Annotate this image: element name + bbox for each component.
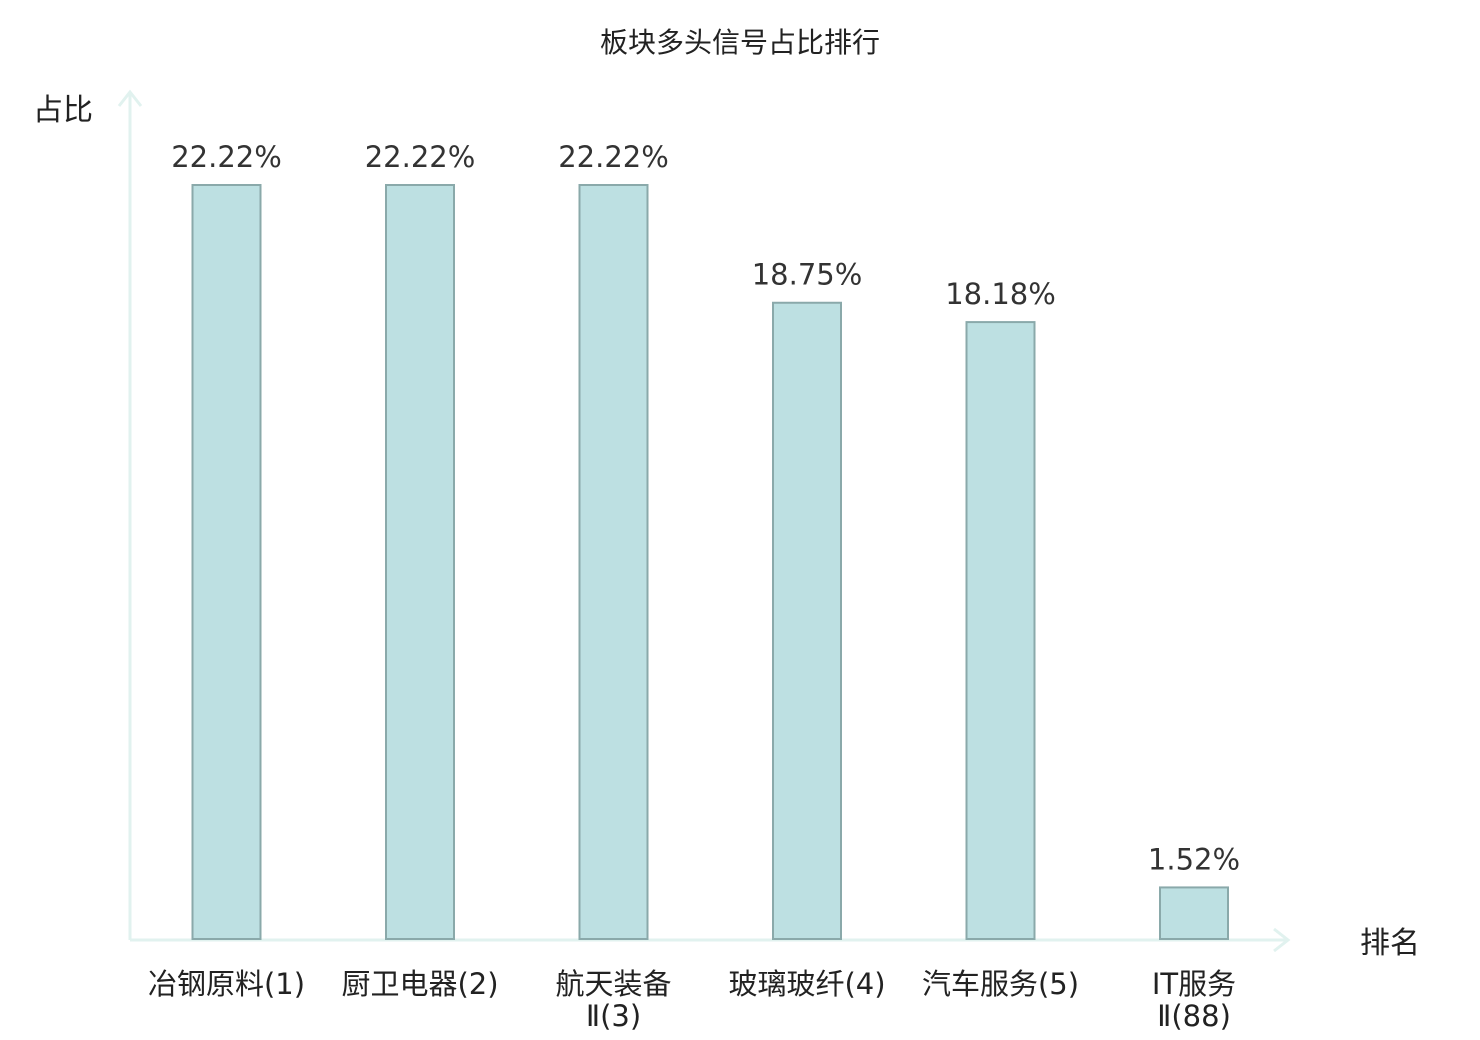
value-labels-group: 22.22% 22.22% 22.22% 18.75% 18.18% 1.52% [171,140,1240,876]
bar-1 [191,184,262,940]
y-axis-arrow [117,89,143,107]
category-label-line: 厨卫电器(2) [341,967,498,1001]
bar-4 [772,301,842,940]
value-label-6: 1.52% [1148,842,1240,876]
category-label-line: Ⅱ(88) [1157,999,1231,1033]
value-label-2: 22.22% [365,140,476,174]
category-label-1: 冶钢原料(1) [148,967,305,1001]
value-label-4: 18.75% [752,258,863,292]
category-label-line: IT服务 [1152,967,1236,1001]
category-label-3: 航天装备 Ⅱ(3) [555,967,671,1033]
bar-6 [1159,886,1229,941]
category-label-4: 玻璃玻纤(4) [728,967,885,1001]
x-axis-arrow [1273,927,1291,953]
category-label-2: 厨卫电器(2) [341,967,498,1001]
category-label-line: Ⅱ(3) [586,999,641,1033]
bar-3 [578,184,649,940]
x-axis [130,927,1291,953]
category-label-line: 冶钢原料(1) [148,967,305,1001]
category-label-6: IT服务 Ⅱ(88) [1152,967,1236,1033]
x-axis-label: 排名 [1360,926,1420,961]
value-label-1: 22.22% [171,140,282,174]
y-axis [117,89,143,940]
category-labels-group: 冶钢原料(1) 厨卫电器(2) 航天装备 Ⅱ(3) 玻璃玻纤(4) 汽车服务(5) IT服务… [148,967,1236,1033]
category-label-line: 汽车服务(5) [922,967,1079,1001]
value-label-5: 18.18% [945,277,1056,311]
category-label-line: 玻璃玻纤(4) [728,967,885,1001]
bar-2 [385,184,455,940]
y-axis-label: 占比 [33,93,93,128]
chart-title: 板块多头信号占比排行 [600,26,880,59]
category-label-5: 汽车服务(5) [922,967,1079,1001]
category-label-line: 航天装备 [555,967,671,1001]
value-label-3: 22.22% [558,140,669,174]
bar-5 [965,321,1036,941]
bars-group [191,184,1229,941]
